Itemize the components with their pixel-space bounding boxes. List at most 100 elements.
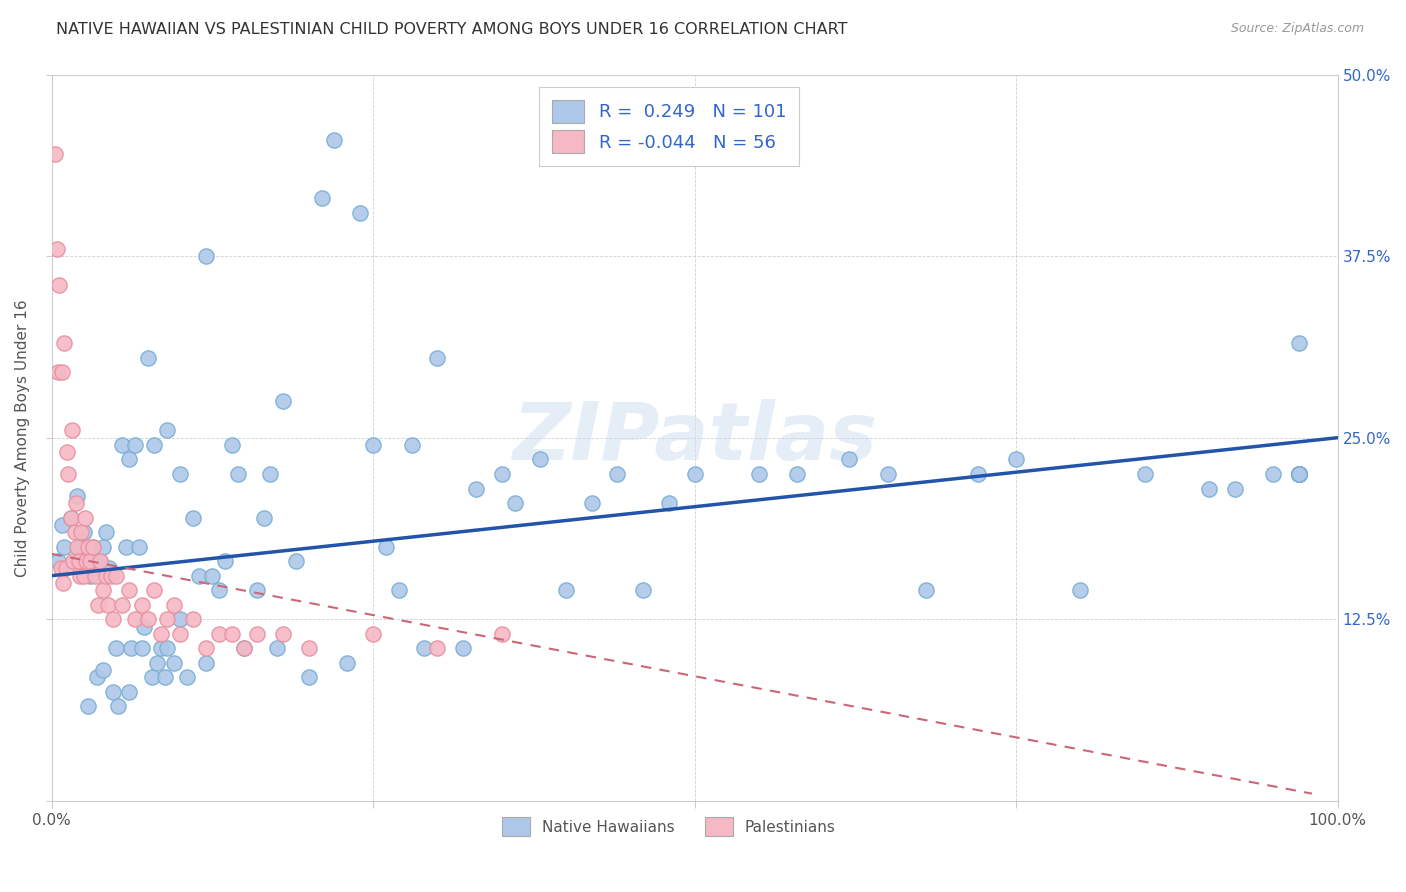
Point (529, 452, 551, 467)
Point (361, 438, 384, 452)
Point (146, 656, 169, 670)
Point (271, 394, 294, 409)
Point (60, 424, 83, 438)
Point (104, 568, 127, 582)
Point (134, 619, 156, 633)
Point (156, 612, 179, 626)
Point (581, 496, 603, 510)
Point (89, 554, 111, 568)
Point (79, 554, 101, 568)
Point (1263, 467, 1285, 481)
Text: ZIPatlas: ZIPatlas (512, 399, 877, 476)
Point (194, 249, 217, 263)
Point (55, 561, 77, 575)
Point (65, 496, 87, 510)
Point (1288, 467, 1310, 481)
Point (194, 641, 217, 656)
Point (194, 656, 217, 670)
Point (658, 496, 681, 510)
Point (107, 699, 129, 714)
Point (1288, 467, 1310, 481)
Point (97, 598, 120, 612)
Point (59, 510, 82, 524)
Point (86, 670, 108, 684)
Point (51, 517, 73, 532)
Point (786, 467, 808, 481)
Point (63, 525, 86, 540)
Point (838, 452, 860, 467)
Point (683, 467, 706, 481)
Point (75, 554, 97, 568)
Point (118, 685, 141, 699)
Point (70, 525, 93, 540)
Point (49, 561, 72, 575)
Point (115, 540, 138, 554)
Point (233, 641, 256, 656)
Point (169, 467, 191, 481)
Point (48, 278, 70, 293)
Point (748, 467, 770, 481)
Point (163, 598, 186, 612)
Point (246, 583, 269, 598)
Point (91, 540, 114, 554)
Point (124, 612, 146, 626)
Point (45, 242, 67, 256)
Point (606, 467, 628, 481)
Point (124, 438, 146, 452)
Point (91, 663, 114, 677)
Point (79, 568, 101, 582)
Point (149, 641, 172, 656)
Point (128, 540, 150, 554)
Point (76, 699, 98, 714)
Point (46, 365, 69, 379)
Point (388, 583, 411, 598)
Point (1288, 467, 1310, 481)
Point (349, 205, 371, 219)
Text: Source: ZipAtlas.com: Source: ZipAtlas.com (1230, 22, 1364, 36)
Point (94, 568, 117, 582)
Point (1288, 467, 1310, 481)
Point (465, 482, 488, 496)
Point (69, 540, 91, 554)
Point (181, 612, 204, 626)
Point (58, 467, 80, 481)
Point (503, 496, 526, 510)
Point (143, 438, 166, 452)
Point (118, 583, 141, 598)
Point (311, 191, 333, 205)
Point (84, 568, 107, 582)
Point (876, 467, 898, 481)
Point (1198, 482, 1220, 496)
Point (100, 568, 122, 582)
Point (169, 627, 191, 641)
Point (246, 627, 269, 641)
Point (401, 438, 423, 452)
Point (298, 670, 321, 684)
Point (361, 627, 384, 641)
Point (98, 561, 121, 575)
Point (491, 627, 513, 641)
Point (104, 641, 127, 656)
Point (208, 627, 231, 641)
Point (208, 583, 231, 598)
Point (120, 641, 142, 656)
Point (966, 467, 988, 481)
Point (73, 525, 96, 540)
Point (111, 598, 134, 612)
Point (451, 641, 474, 656)
Point (336, 656, 359, 670)
Point (271, 627, 294, 641)
Point (156, 424, 179, 438)
Point (149, 627, 172, 641)
Point (1069, 583, 1091, 598)
Point (51, 365, 73, 379)
Point (87, 598, 110, 612)
Point (136, 612, 159, 626)
Point (1133, 467, 1156, 481)
Point (259, 467, 281, 481)
Point (915, 583, 938, 598)
Point (103, 685, 125, 699)
Point (52, 576, 75, 591)
Point (253, 510, 276, 524)
Point (214, 554, 236, 568)
